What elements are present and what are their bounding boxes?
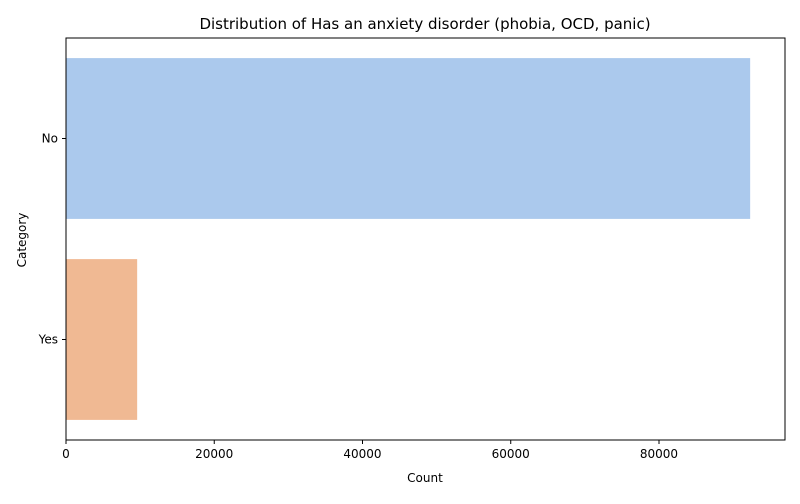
y-tick-label: No bbox=[42, 132, 58, 146]
plot-frame bbox=[65, 37, 786, 441]
chart-title: Distribution of Has an anxiety disorder … bbox=[199, 15, 650, 33]
x-tick-label: 20000 bbox=[195, 447, 233, 461]
x-tick-label: 0 bbox=[62, 447, 70, 461]
bar-no bbox=[66, 58, 751, 219]
bar-yes bbox=[66, 259, 138, 420]
x-axis-label: Count bbox=[407, 471, 443, 485]
x-tick-label: 60000 bbox=[492, 447, 530, 461]
y-tick-label: Yes bbox=[38, 333, 58, 347]
ticks-layer: No Yes 0 20000 40000 60000 80000 bbox=[38, 132, 678, 462]
y-axis-label: Category bbox=[15, 213, 29, 268]
bars-layer bbox=[66, 58, 751, 420]
x-tick-label: 80000 bbox=[640, 447, 678, 461]
x-tick-label: 40000 bbox=[343, 447, 381, 461]
axes-layer bbox=[65, 37, 786, 441]
